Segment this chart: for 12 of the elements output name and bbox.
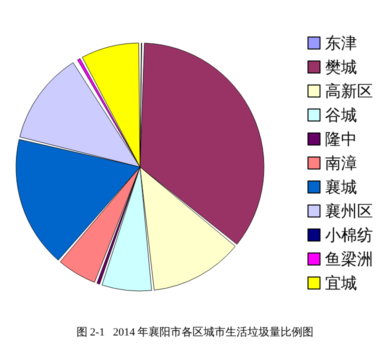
legend-label: 襄城 (325, 178, 357, 196)
legend-label: 襄州区 (325, 202, 373, 220)
legend-label: 鱼梁洲 (325, 250, 373, 268)
legend-label: 南漳 (325, 154, 357, 172)
legend-label: 高新区 (325, 82, 373, 100)
legend-label: 隆中 (325, 130, 357, 148)
legend-label: 小棉纺 (325, 226, 373, 244)
text: 图 2-1 2014 年襄阳市各区城市生活垃圾量比例图 (76, 326, 314, 338)
legend-label: 宜城 (325, 274, 357, 292)
legend-label: 谷城 (325, 106, 357, 124)
legend-label: 东津 (325, 34, 357, 52)
legend-label: 樊城 (325, 58, 357, 76)
